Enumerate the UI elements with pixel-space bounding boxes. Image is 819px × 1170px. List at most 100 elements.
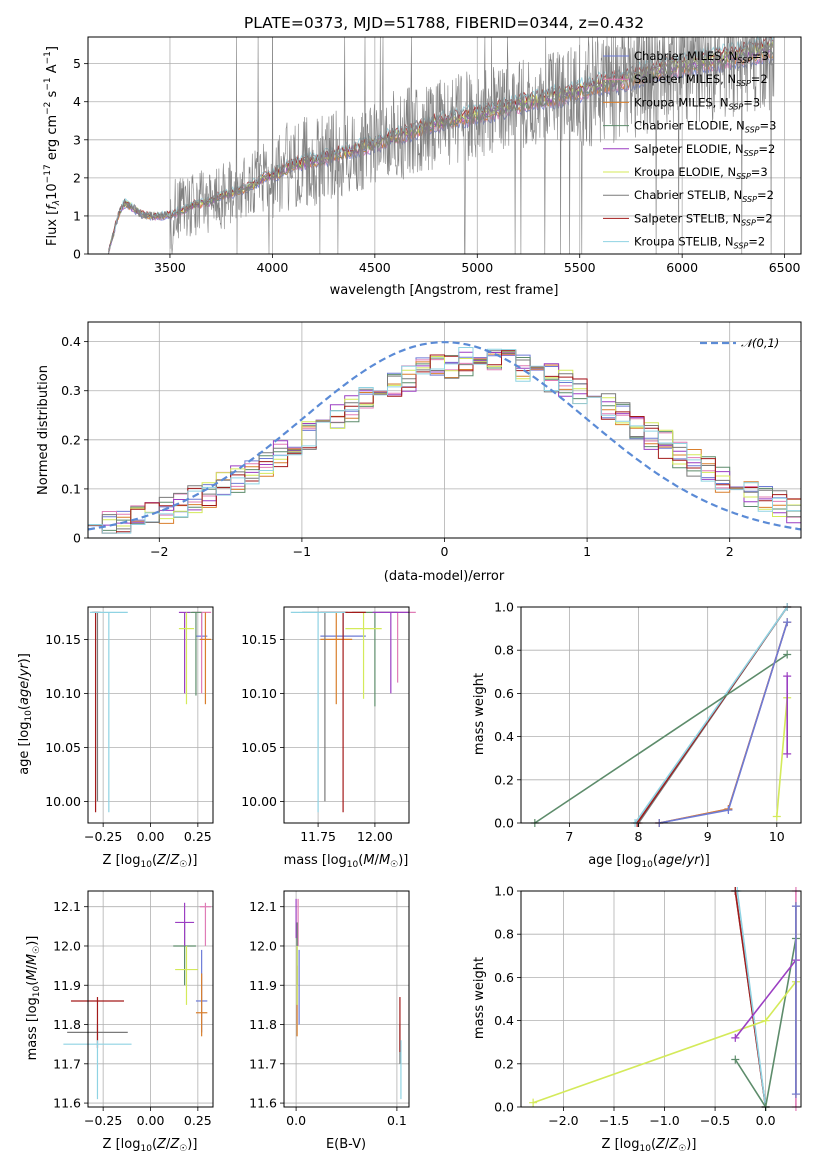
ageZ-ylabel: age [log10(age/yr)] — [17, 653, 34, 775]
gaussian-curve — [87, 341, 802, 531]
y-tick-label: 0 — [73, 531, 81, 546]
x-tick-label: 0.25 — [184, 829, 212, 844]
x-tick-label: 2 — [726, 544, 734, 559]
legend-label: Chabrier STELIB, NSSP=2 — [634, 188, 774, 204]
y-tick-label: 11.7 — [249, 1056, 277, 1071]
x-tick-label: 1 — [583, 544, 591, 559]
x-tick-label: 6000 — [666, 260, 698, 275]
weight-vs-Z-panel: −2.0 −1.5 −1.0 −0.5 0.0 0.0 0.2 0.4 0.6 0.8 1.0 — [494, 884, 802, 1128]
y-tick-label: 11.9 — [249, 978, 277, 993]
y-tick-label: 0.1 — [61, 481, 81, 496]
massZ-ylabel: mass [log10(M/M☉)] — [25, 936, 42, 1061]
y-tick-label: 1.0 — [494, 884, 514, 899]
weight-marker — [783, 749, 792, 758]
spectrum-panel: PLATE=0373, MJD=51788, FIBERID=0344, z=0… — [43, 14, 802, 298]
weight-marker — [791, 1090, 800, 1099]
weight-line — [534, 653, 788, 824]
weight-line — [634, 606, 788, 824]
y-tick-label: 12.0 — [249, 938, 277, 953]
y-tick-label: 1.0 — [494, 600, 514, 615]
legend-label: Kroupa ELODIE, NSSP=3 — [634, 165, 768, 181]
residual-histogram-step — [88, 349, 801, 534]
observed-spectrum-line — [108, 35, 775, 255]
ageMass-xlabel: mass [log10(M/M☉)] — [284, 853, 409, 870]
y-tick-label: 0.4 — [494, 729, 514, 744]
y-tick-label: 11.8 — [53, 1017, 81, 1032]
wZ-ylabel: mass weight — [472, 957, 487, 1039]
grid-lines — [88, 891, 213, 1107]
massEBV-xlabel: E(B-V) — [326, 1137, 366, 1152]
x-tick-label: −2.0 — [548, 1113, 578, 1128]
legend-label: Salpeter STELIB, NSSP=2 — [634, 211, 773, 227]
y-tick-label: 1 — [73, 208, 81, 223]
y-tick-label: 12.0 — [53, 938, 81, 953]
x-tick-label: −0.5 — [700, 1113, 730, 1128]
x-tick-label: 3500 — [154, 260, 186, 275]
y-tick-label: 0.8 — [494, 927, 514, 942]
x-tick-label: −1 — [293, 544, 311, 559]
weight-line — [736, 890, 767, 1108]
x-tick-label: 4000 — [256, 260, 288, 275]
y-tick-label: 0 — [73, 247, 81, 262]
x-tick-label: −2 — [150, 544, 168, 559]
spectrum-legend: Chabrier MILES, NSSP=3 Salpeter MILES, NS… — [603, 49, 776, 251]
weight-marker — [731, 1055, 740, 1064]
y-tick-label: 10.10 — [241, 686, 277, 701]
y-tick-label: 2 — [73, 170, 81, 185]
x-tick-label: 0.00 — [137, 1113, 165, 1128]
residual-xlabel: (data-model)/error — [384, 569, 505, 584]
x-tick-label: 6500 — [769, 260, 801, 275]
y-tick-label: 5 — [73, 56, 81, 71]
y-tick-label: 10.00 — [241, 794, 277, 809]
y-tick-label: 10.05 — [45, 740, 81, 755]
weight-marker — [791, 902, 800, 911]
y-tick-label: 3 — [73, 132, 81, 147]
spectrum-axes-frame — [87, 36, 802, 255]
legend-label: Chabrier MILES, NSSP=3 — [634, 49, 769, 65]
y-tick-label: 0.4 — [494, 1013, 514, 1028]
x-tick-label: −1.0 — [649, 1113, 679, 1128]
x-tick-label: −0.25 — [84, 1113, 122, 1128]
weight-marker — [783, 650, 792, 659]
axes-frame — [283, 606, 410, 824]
y-tick-label: 0.2 — [61, 432, 81, 447]
weight-marker — [731, 1033, 740, 1042]
y-tick-label: 0.3 — [61, 383, 81, 398]
residual-histogram-step — [88, 350, 801, 530]
y-tick-label: 0.4 — [61, 334, 81, 349]
weight-marker — [761, 1016, 770, 1025]
y-tick-label: 11.6 — [53, 1096, 81, 1111]
legend-label: Salpeter MILES, NSSP=2 — [634, 72, 768, 88]
axes-frame — [520, 890, 802, 1108]
y-tick-label: 0.2 — [494, 772, 514, 787]
wAge-xlabel: age [log10(age/yr)] — [588, 853, 710, 870]
figure-title: PLATE=0373, MJD=51788, FIBERID=0344, z=0… — [244, 14, 644, 32]
legend-label: Chabrier ELODIE, NSSP=3 — [634, 119, 776, 135]
x-tick-label: −0.25 — [84, 829, 122, 844]
x-tick-label: 5500 — [564, 260, 596, 275]
y-tick-label: 0.6 — [494, 970, 514, 985]
y-tick-label: 12.1 — [53, 899, 81, 914]
wZ-xlabel: Z [log10(Z/Z☉)] — [602, 1137, 697, 1154]
weight-marker — [783, 672, 792, 681]
y-tick-label: 0.6 — [494, 686, 514, 701]
x-tick-label: 12.00 — [357, 829, 393, 844]
y-tick-label: 11.9 — [53, 978, 81, 993]
y-tick-label: 4 — [73, 94, 81, 109]
age-vs-mass-panel: 11.75 12.00 10.00 10.05 10.10 10.15 — [241, 606, 416, 844]
x-tick-label: 10 — [769, 829, 785, 844]
y-tick-label: 0.0 — [494, 1100, 514, 1115]
gaussian-legend-label: 𝒩(0,1) — [741, 336, 779, 350]
y-tick-label: 0.8 — [494, 643, 514, 658]
x-tick-label: 11.75 — [300, 829, 336, 844]
mass-vs-EBV-panel: 0.0 0.1 11.6 11.7 11.8 11.9 12.0 12.1 — [249, 890, 410, 1128]
spectrum-xlabel: wavelength [Angstrom, rest frame] — [330, 283, 559, 298]
x-tick-label: 0 — [441, 544, 449, 559]
x-tick-label: 0.0 — [286, 1113, 306, 1128]
weight-marker — [724, 806, 733, 815]
residual-ylabel: Normed distribution — [36, 365, 51, 495]
x-tick-label: 0.25 — [184, 1113, 212, 1128]
axes-frame — [283, 890, 410, 1108]
spectrum-ylabel: Flux [fλ10−17 erg cm−2 s−1 A−1] — [43, 46, 62, 246]
